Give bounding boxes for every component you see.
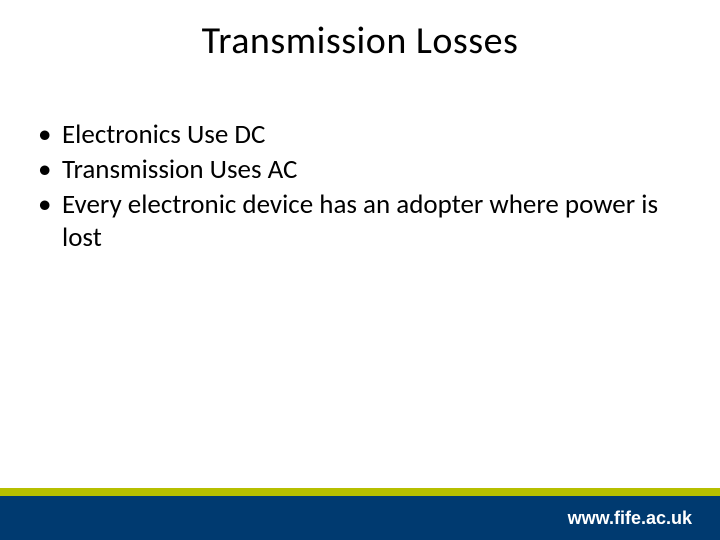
list-item: Electronics Use DC xyxy=(34,119,680,152)
content-area: Electronics Use DC Transmission Uses AC … xyxy=(0,119,720,257)
footer-accent-bar xyxy=(0,488,720,496)
slide: Transmission Losses Electronics Use DC T… xyxy=(0,0,720,540)
slide-title: Transmission Losses xyxy=(0,18,720,64)
bullet-list: Electronics Use DC Transmission Uses AC … xyxy=(34,119,680,255)
footer-url: www.fife.ac.uk xyxy=(568,508,692,529)
slide-footer: www.fife.ac.uk xyxy=(0,488,720,540)
list-item: Every electronic device has an adopter w… xyxy=(34,189,680,255)
list-item: Transmission Uses AC xyxy=(34,154,680,187)
footer-main-bar: www.fife.ac.uk xyxy=(0,496,720,540)
